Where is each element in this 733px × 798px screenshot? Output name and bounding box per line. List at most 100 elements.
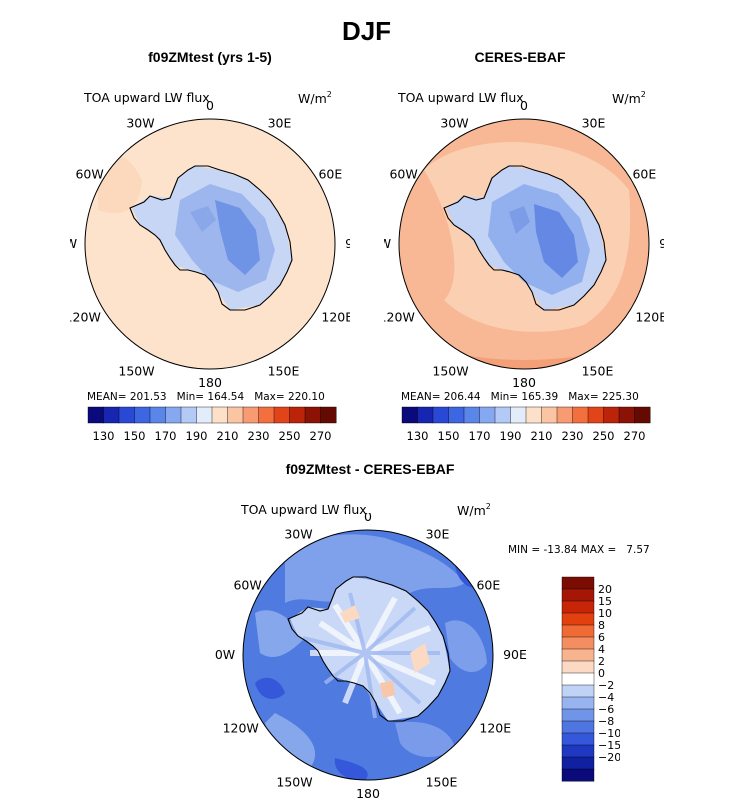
diff-lon-label: 90W xyxy=(215,647,235,662)
model-colorbar-tick: 210 xyxy=(217,429,239,443)
diff-lon-label: 60E xyxy=(476,578,500,593)
obs-lon-label: 60E xyxy=(632,167,656,182)
obs-units-label: W/m2 xyxy=(612,90,646,106)
diff-colorbar-swatch xyxy=(561,720,595,734)
diff-colorbar-swatch xyxy=(561,600,595,614)
obs-map-outline xyxy=(398,118,650,370)
diff-colorbar-swatch xyxy=(561,636,595,650)
model-colorbar-swatch xyxy=(87,406,105,424)
model-lon-label: 150W xyxy=(118,363,154,378)
obs-lon-label: 150E xyxy=(582,363,614,378)
obs-colorbar-swatch xyxy=(525,406,543,424)
diff-colorbar-swatch xyxy=(561,732,595,746)
model-colorbar-swatch xyxy=(134,406,151,424)
model-colorbar-swatch xyxy=(196,406,213,424)
obs-colorbar-tick: 130 xyxy=(407,429,429,443)
model-colorbar-tick: 190 xyxy=(186,429,208,443)
obs-panel-title: CERES-EBAF xyxy=(474,49,566,65)
model-lon-label: 0 xyxy=(206,100,214,113)
model-lon-label: 90E xyxy=(345,236,350,251)
model-colorbar-swatch xyxy=(273,406,291,424)
model-colorbar-swatch xyxy=(227,406,244,424)
diff-colorbar-tick: 2 xyxy=(598,655,605,668)
diff-colorbar-swatch xyxy=(561,660,595,674)
obs-colorbar-swatch xyxy=(417,406,434,424)
diff-lon-label: 30W xyxy=(284,527,312,542)
model-colorbar: 130 150 170 190 210 230 250 270 xyxy=(87,406,337,443)
diff-colorbar-tick: −6 xyxy=(598,703,614,716)
model-polar-map: 0 30E 60E 90E 120E 150E 180 150W 120W 90W 60W 30W xyxy=(70,100,350,390)
obs-colorbar-tick: 210 xyxy=(531,429,553,443)
model-colorbar-tick: 230 xyxy=(248,429,270,443)
model-lon-label: 60W xyxy=(75,167,103,182)
model-colorbar-swatch xyxy=(211,406,229,424)
diff-colorbar-tick: 0 xyxy=(598,667,605,680)
model-lon-label: 180 xyxy=(198,375,222,390)
diff-colorbar-swatch xyxy=(561,588,595,602)
obs-lon-label: 150W xyxy=(432,363,468,378)
model-lon-label: 90W xyxy=(70,236,77,251)
diff-colorbar-tick: −8 xyxy=(598,715,614,728)
diff-lon-label: 30E xyxy=(426,527,450,542)
model-colorbar-tick: 250 xyxy=(279,429,301,443)
model-colorbar-swatch xyxy=(289,406,306,424)
model-stats: MEAN= 201.53 Min= 164.54 Max= 220.10 xyxy=(87,391,325,403)
obs-colorbar-swatch xyxy=(556,406,574,424)
obs-lon-label: 90W xyxy=(384,236,391,251)
diff-colorbar-swatch xyxy=(561,744,595,758)
diff-colorbar-swatch xyxy=(561,648,595,662)
model-lon-label: 30E xyxy=(268,116,292,131)
figure-title: DJF xyxy=(341,16,392,46)
obs-colorbar-tick: 150 xyxy=(438,429,460,443)
diff-colorbar-swatch xyxy=(561,708,595,722)
obs-colorbar-tick: 250 xyxy=(593,429,615,443)
obs-colorbar-swatch xyxy=(634,406,651,424)
obs-colorbar-swatch xyxy=(401,406,419,424)
diff-polar-map: 0 30E 60E 90E 120E 150E 180 150W 120W 90W 60W 30W xyxy=(215,513,527,798)
obs-field-patch-south xyxy=(404,330,649,369)
obs-variable-label: TOA upward LW flux xyxy=(398,90,524,105)
model-colorbar-tick: 170 xyxy=(155,429,177,443)
model-colorbar-swatch xyxy=(103,406,120,424)
diff-colorbar-tick: 6 xyxy=(598,631,605,644)
obs-colorbar: 130 150 170 190 210 230 250 270 xyxy=(401,406,651,443)
obs-colorbar-swatch xyxy=(541,406,558,424)
model-colorbar-tick: 270 xyxy=(310,429,332,443)
diff-colorbar-swatch xyxy=(561,624,595,638)
model-colorbar-swatch xyxy=(180,406,198,424)
model-lon-label: 120W xyxy=(70,310,101,325)
model-colorbar-swatch xyxy=(165,406,182,424)
diff-variable-label: TOA upward LW flux xyxy=(241,502,367,517)
model-colorbar-swatch xyxy=(258,406,275,424)
obs-colorbar-swatch xyxy=(603,406,620,424)
obs-colorbar-swatch xyxy=(572,406,589,424)
diff-panel-title: f09ZMtest - CERES-EBAF xyxy=(285,461,455,477)
diff-colorbar-swatch xyxy=(561,768,595,782)
model-antarctic-field xyxy=(132,166,292,310)
obs-colorbar-swatch xyxy=(479,406,496,424)
diff-colorbar-tick: −10 xyxy=(598,727,620,740)
diff-lon-label: 120E xyxy=(479,721,511,736)
obs-coastline xyxy=(443,165,607,311)
diff-colorbar-swatch xyxy=(561,696,595,710)
obs-lon-label: 30E xyxy=(582,116,606,131)
diff-colorbar-tick: 10 xyxy=(598,607,612,620)
obs-colorbar-tick: 170 xyxy=(469,429,491,443)
obs-lon-label: 30W xyxy=(440,116,468,131)
diff-lon-label: 60W xyxy=(233,578,261,593)
model-variable-label: TOA upward LW flux xyxy=(84,90,210,105)
diff-coastline xyxy=(287,576,451,722)
diff-lon-label: 180 xyxy=(356,786,380,798)
diff-colorbar-tick: −15 xyxy=(598,739,620,752)
diff-antarctic-field xyxy=(290,577,450,721)
diff-colorbar-swatch xyxy=(561,756,595,770)
diff-lon-label: 120W xyxy=(223,721,259,736)
obs-lon-label: 180 xyxy=(512,375,536,390)
model-lon-label: 60E xyxy=(318,167,342,182)
obs-colorbar-tick: 230 xyxy=(562,429,584,443)
obs-colorbar-swatch xyxy=(432,406,450,424)
obs-antarctic-field xyxy=(446,166,606,310)
obs-colorbar-tick: 270 xyxy=(624,429,646,443)
diff-lon-label: 150E xyxy=(426,774,458,789)
